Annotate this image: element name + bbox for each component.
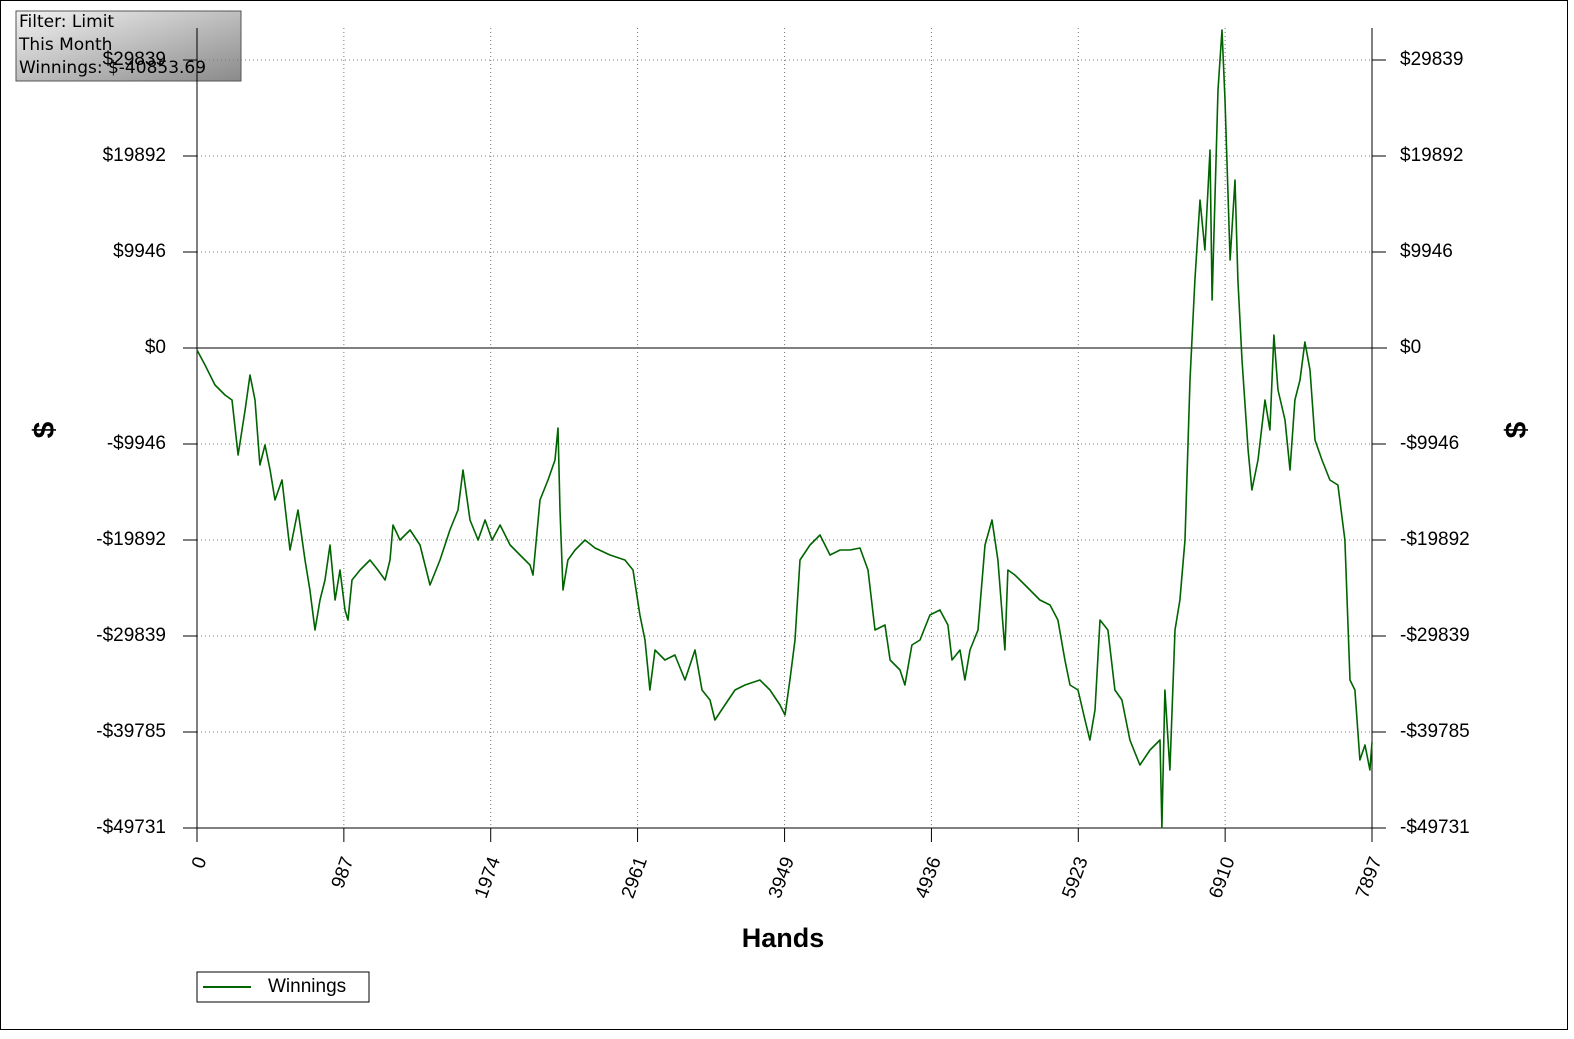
y-tick-label: -$19892 [96, 529, 166, 550]
series-line [196, 29, 1373, 829]
y-axis-title: $ [28, 421, 61, 438]
y-tick-label: $29839 [103, 49, 166, 70]
y-tick-label: $19892 [103, 145, 166, 166]
y2-tick-label: -$29839 [1400, 625, 1470, 646]
y2-tick-label: -$39785 [1400, 721, 1470, 742]
y2-tick-label: $0 [1400, 337, 1421, 358]
y-tick-label: -$9946 [107, 433, 166, 454]
y-tick-label: -$49731 [96, 817, 166, 838]
y-tick-label: -$39785 [96, 721, 166, 742]
y-tick-label: $9946 [113, 241, 166, 262]
y-tick-label: -$29839 [96, 625, 166, 646]
legend: Winnings [196, 971, 370, 1003]
y2-tick-label: -$19892 [1400, 529, 1470, 550]
y2-axis-title: $ [1500, 421, 1533, 438]
y2-tick-label: $9946 [1400, 241, 1453, 262]
annotation-line: Filter: Limit [19, 12, 114, 32]
x-axis-title: Hands [742, 923, 825, 953]
y2-tick-label: $29839 [1400, 49, 1463, 70]
annotation-line: This Month [18, 35, 112, 55]
y2-tick-label: $19892 [1400, 145, 1463, 166]
y2-tick-label: -$49731 [1400, 817, 1470, 838]
legend-box [196, 971, 370, 1003]
annotation-box: Filter: Limit This Month Winnings: $-40853… [15, 10, 242, 82]
annotation-line: Winnings: $-40853.69 [19, 58, 206, 78]
legend-label: Winnings [268, 976, 346, 997]
annotation-background [15, 10, 242, 82]
y2-tick-label: -$9946 [1400, 433, 1459, 454]
y-tick-label: $0 [145, 337, 166, 358]
